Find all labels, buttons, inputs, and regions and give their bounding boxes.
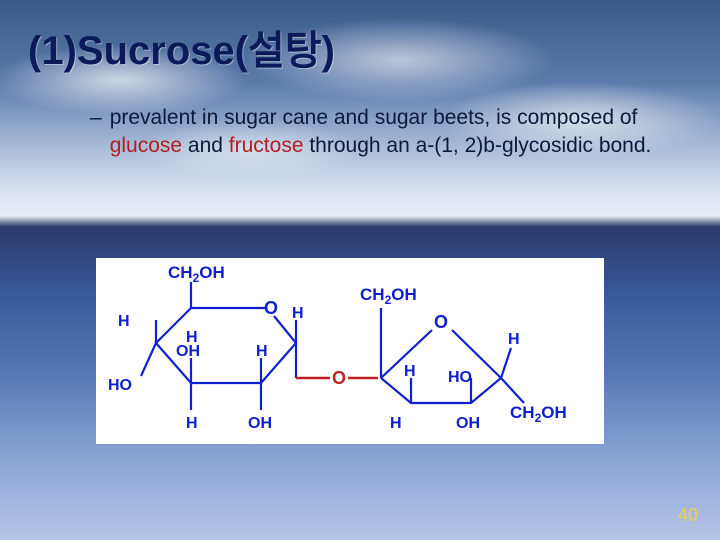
bullet-dash: – <box>90 104 102 132</box>
svg-text:OH: OH <box>456 415 480 432</box>
svg-text:CH2OH: CH2OH <box>510 403 567 425</box>
svg-text:O: O <box>434 312 448 332</box>
highlight-glucose: glucose <box>110 134 182 157</box>
sucrose-structure-diagram: O CH2OH H H H H H OH OH HO O <box>96 258 604 444</box>
svg-text:H: H <box>292 305 304 322</box>
highlight-fructose: fructose <box>229 134 304 157</box>
page-number: 40 <box>678 505 698 526</box>
svg-text:H: H <box>186 415 198 432</box>
svg-text:H: H <box>256 343 268 360</box>
svg-text:CH2OH: CH2OH <box>360 285 417 307</box>
svg-text:HO: HO <box>108 377 132 394</box>
svg-text:H: H <box>390 415 402 432</box>
slide-title: (1)Sucrose(설탕) <box>28 18 692 76</box>
glycosidic-o: O <box>332 368 346 388</box>
svg-text:H: H <box>404 363 416 380</box>
slide: (1)Sucrose(설탕) – prevalent in sugar cane… <box>0 0 720 540</box>
svg-text:HO: HO <box>448 369 472 386</box>
svg-text:CH2OH: CH2OH <box>168 263 225 285</box>
atom-o: O <box>264 298 278 318</box>
bullet-item: – prevalent in sugar cane and sugar beet… <box>90 104 652 161</box>
svg-text:H: H <box>508 331 520 348</box>
svg-text:H: H <box>118 313 130 330</box>
svg-text:OH: OH <box>176 343 200 360</box>
bullet-text: prevalent in sugar cane and sugar beets,… <box>110 104 652 161</box>
svg-text:OH: OH <box>248 415 272 432</box>
